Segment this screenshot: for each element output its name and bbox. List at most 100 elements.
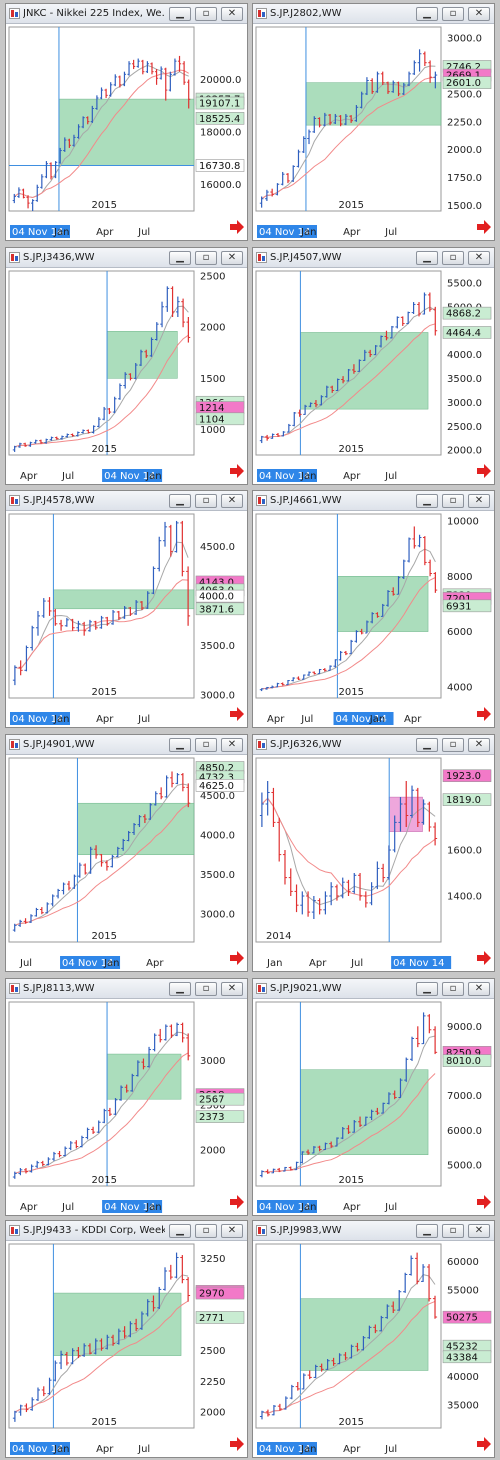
chart-window-j9983[interactable]: S.JP.J9983,WW▁▫✕350004000045000500005500… (252, 1220, 495, 1458)
price-bar (139, 601, 144, 610)
chart-window-titlebar[interactable]: S.JP.J6326,WW ▁ ▫ ✕ (253, 735, 494, 755)
scroll-right-arrow-icon[interactable] (477, 1437, 491, 1451)
close-button[interactable]: ✕ (468, 738, 490, 752)
close-button[interactable]: ✕ (221, 7, 243, 21)
chart-plot-svg[interactable]: 2000.02500.03000.03500.04000.04500.05000… (253, 268, 494, 484)
close-button[interactable]: ✕ (221, 251, 243, 265)
maximize-icon: ▫ (202, 8, 210, 19)
scroll-right-arrow-icon[interactable] (230, 220, 244, 234)
minimize-button[interactable]: ▁ (169, 7, 191, 21)
price-bar (380, 71, 385, 85)
maximize-button[interactable]: ▫ (442, 1224, 464, 1238)
chart-window-titlebar[interactable]: S.JP.J4901,WW ▁ ▫ ✕ (6, 735, 247, 755)
chart-window-j3436[interactable]: S.JP.J3436,WW▁▫✕100015002000250012661214… (5, 247, 248, 485)
minimize-button[interactable]: ▁ (416, 251, 438, 265)
chart-plot-svg[interactable]: 3000.03500.04000.04500.04143.04063.04000… (6, 511, 247, 727)
chart-window-j8113[interactable]: S.JP.J8113,WW▁▫✕200025003000261825672373… (5, 978, 248, 1216)
maximize-button[interactable]: ▫ (442, 738, 464, 752)
chart-window-j2802[interactable]: S.JP.J2802,WW ▁ ▫ ✕ 1500.0 1750.0 2000.0 2250.0… (252, 3, 495, 241)
scroll-right-arrow-icon[interactable] (477, 951, 491, 965)
chart-window-j9433[interactable]: S.JP.J9433 - KDDI Corp, Weekly ▁ ▫ ✕ 2000 225… (5, 1220, 248, 1458)
x-tick-label: Jan (103, 958, 119, 969)
chart-plot-svg[interactable]: 200025003000261825672373AprJul04 Nov 14J… (6, 999, 247, 1215)
minimize-icon: ▁ (176, 252, 184, 263)
maximize-button[interactable]: ▫ (442, 982, 464, 996)
scroll-right-arrow-icon[interactable] (230, 707, 244, 721)
maximize-button[interactable]: ▫ (195, 494, 217, 508)
chart-plot-svg[interactable]: 1400.0 1600.0 1923.0 1819.0 Jan Apr Jul 04 Nov … (253, 755, 494, 971)
chart-plot-svg[interactable]: 5000.06000.07000.08000.09000.08250.98010… (253, 999, 494, 1215)
close-button[interactable]: ✕ (221, 1224, 243, 1238)
chart-window-titlebar[interactable]: S.JP.J9021,WW ▁ ▫ ✕ (253, 979, 494, 999)
scroll-right-arrow-icon[interactable] (230, 951, 244, 965)
scroll-right-arrow-icon[interactable] (477, 707, 491, 721)
close-button[interactable]: ✕ (221, 738, 243, 752)
scroll-right-arrow-icon[interactable] (477, 1195, 491, 1209)
maximize-button[interactable]: ▫ (195, 251, 217, 265)
chart-window-titlebar[interactable]: S.JP.J8113,WW ▁ ▫ ✕ (6, 979, 247, 999)
chart-window-j4901[interactable]: S.JP.J4901,WW ▁ ▫ ✕ 3000.0 3500.0 4000.0 4500.0… (5, 734, 248, 972)
price-bar (391, 80, 396, 93)
close-button[interactable]: ✕ (221, 494, 243, 508)
minimize-button[interactable]: ▁ (416, 1224, 438, 1238)
minimize-button[interactable]: ▁ (169, 982, 191, 996)
scroll-right-arrow-icon[interactable] (477, 464, 491, 478)
chart-window-titlebar[interactable]: S.JP.J4578,WW ▁ ▫ ✕ (6, 491, 247, 511)
price-bar (65, 433, 70, 438)
price-bar (422, 292, 427, 315)
chart-window-j6326[interactable]: S.JP.J6326,WW ▁ ▫ ✕ 1400.0 1600.0 1923.0 1819.0… (252, 734, 495, 972)
chart-plot-svg[interactable]: 16000.018000.020000.019257.719107.118525… (6, 24, 247, 240)
chart-plot-svg[interactable]: 1500.01750.02000.02250.02500.02750.03000… (253, 24, 494, 240)
close-button[interactable]: ✕ (468, 1224, 490, 1238)
chart-window-j4578[interactable]: S.JP.J4578,WW ▁ ▫ ✕ 3000.0 3500.0 4000.0 4500.0… (5, 490, 248, 728)
price-bar (39, 907, 44, 915)
plot-area[interactable] (255, 757, 442, 943)
chart-window-jnkc[interactable]: JNKC - Nikkei 225 Index, We... ▁ ▫ ✕ 16000.0… (5, 3, 248, 241)
maximize-button[interactable]: ▫ (442, 251, 464, 265)
minimize-button[interactable]: ▁ (416, 982, 438, 996)
chart-window-titlebar[interactable]: S.JP.J3436,WW ▁ ▫ ✕ (6, 248, 247, 268)
scroll-right-arrow-icon[interactable] (230, 464, 244, 478)
chart-window-j4661[interactable]: S.JP.J4661,WW▁▫✕400060008000100007330720… (252, 490, 495, 728)
chart-window-j9021[interactable]: S.JP.J9021,WW▁▫✕5000.06000.07000.08000.0… (252, 978, 495, 1216)
price-bar (23, 918, 28, 924)
minimize-button[interactable]: ▁ (169, 1224, 191, 1238)
minimize-button[interactable]: ▁ (169, 494, 191, 508)
close-button[interactable]: ✕ (468, 251, 490, 265)
close-button[interactable]: ✕ (221, 982, 243, 996)
chart-plot-svg[interactable]: 20002250250027503000325029842970277104 N… (6, 1241, 247, 1457)
price-bar (180, 1255, 185, 1284)
maximize-button[interactable]: ▫ (442, 7, 464, 21)
price-bar (354, 105, 359, 122)
minimize-button[interactable]: ▁ (169, 738, 191, 752)
close-button[interactable]: ✕ (468, 7, 490, 21)
chart-window-titlebar[interactable]: S.JP.J9433 - KDDI Corp, Weekly ▁ ▫ ✕ (6, 1221, 247, 1241)
minimize-button[interactable]: ▁ (416, 738, 438, 752)
maximize-button[interactable]: ▫ (195, 982, 217, 996)
price-bar (276, 433, 280, 437)
chart-plot-svg[interactable]: 1000150020002500126612141104AprJul04 Nov… (6, 268, 247, 484)
scroll-right-arrow-icon[interactable] (230, 1195, 244, 1209)
minimize-button[interactable]: ▁ (416, 494, 438, 508)
chart-plot-svg[interactable]: 3000.0 3500.0 4000.0 4500.0 4850.24732.34625… (6, 755, 247, 971)
maximize-button[interactable]: ▫ (442, 494, 464, 508)
scroll-right-arrow-icon[interactable] (230, 1437, 244, 1451)
chart-window-j4507[interactable]: S.JP.J4507,WW ▁ ▫ ✕ 2000.0 2500.0 3000.0 3500.0… (252, 247, 495, 485)
maximize-button[interactable]: ▫ (195, 1224, 217, 1238)
price-bar (147, 1046, 152, 1068)
chart-window-titlebar[interactable]: S.JP.J9983,WW ▁ ▫ ✕ (253, 1221, 494, 1241)
minimize-button[interactable]: ▁ (169, 251, 191, 265)
maximize-button[interactable]: ▫ (195, 738, 217, 752)
chart-plot-svg[interactable]: 3500040000450005000055000600005027545232… (253, 1241, 494, 1457)
close-button[interactable]: ✕ (468, 982, 490, 996)
chart-app-icon (256, 252, 267, 263)
chart-window-titlebar[interactable]: JNKC - Nikkei 225 Index, We... ▁ ▫ ✕ (6, 4, 247, 24)
close-button[interactable]: ✕ (468, 494, 490, 508)
maximize-button[interactable]: ▫ (195, 7, 217, 21)
scroll-right-arrow-icon[interactable] (477, 220, 491, 234)
chart-window-titlebar[interactable]: S.JP.J2802,WW ▁ ▫ ✕ (253, 4, 494, 24)
chart-window-titlebar[interactable]: S.JP.J4507,WW ▁ ▫ ✕ (253, 248, 494, 268)
chart-window-titlebar[interactable]: S.JP.J4661,WW ▁ ▫ ✕ (253, 491, 494, 511)
chart-plot-svg[interactable]: 40006000800010000733072016931AprJul04 No… (253, 511, 494, 727)
minimize-button[interactable]: ▁ (416, 7, 438, 21)
